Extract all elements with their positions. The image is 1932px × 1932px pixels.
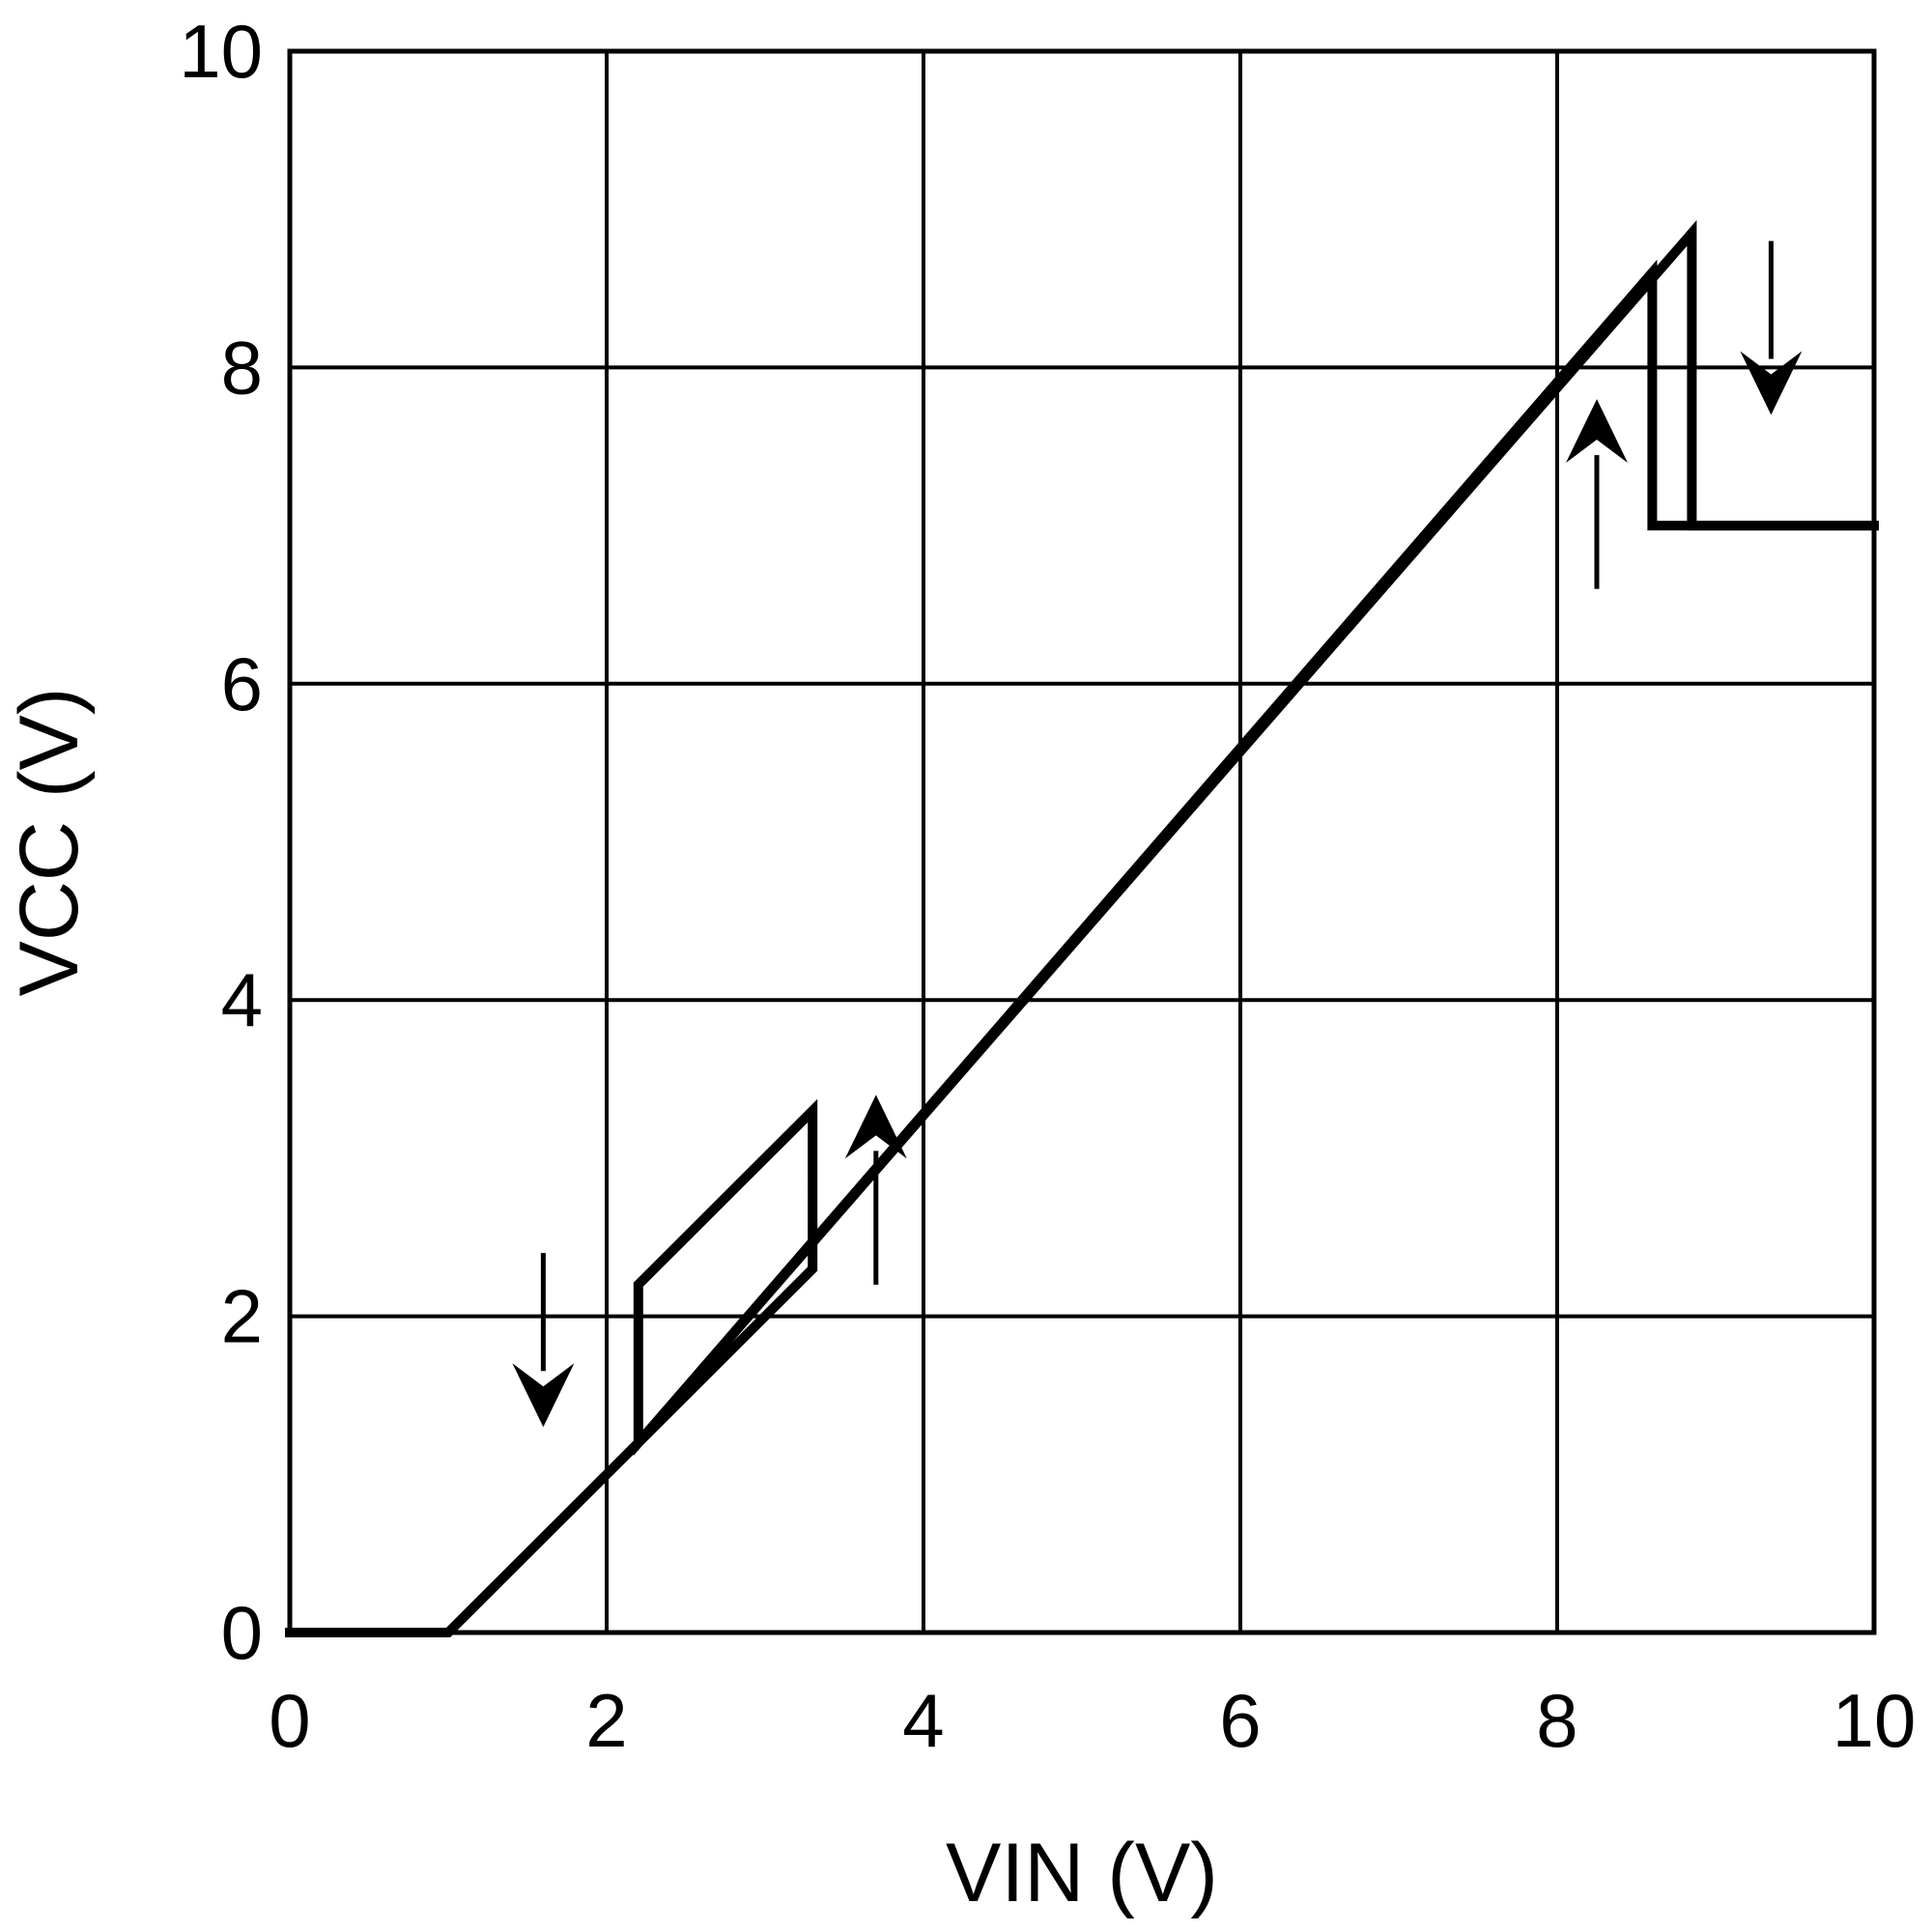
arrow-head: [844, 1094, 907, 1159]
grid: [290, 51, 1874, 1633]
x-tick-label: 0: [269, 1678, 310, 1763]
series-layer: [285, 219, 1879, 1637]
x-tick-label: 2: [585, 1678, 627, 1763]
plot-frame: [287, 48, 1877, 1635]
y-tick-label: 2: [221, 1274, 263, 1359]
x-tick-label: 6: [1219, 1678, 1261, 1763]
y-tick-label: 10: [179, 9, 263, 94]
x-tick-label: 8: [1536, 1678, 1577, 1763]
arrow-head: [1740, 351, 1803, 415]
x-tick-label: 10: [1833, 1678, 1917, 1763]
y-tick-label: 8: [221, 325, 263, 410]
arrow-head: [512, 1363, 575, 1428]
tick-layer: 0 2 4 6 8 10 0 2 4 6 8 10: [179, 9, 1916, 1763]
x-tick-label: 4: [902, 1678, 944, 1763]
arrow-down-icon: [512, 1253, 575, 1428]
x-axis-title: VIN (V): [946, 1827, 1218, 1919]
y-tick-label: 0: [221, 1590, 263, 1675]
y-tick-label: 6: [221, 641, 263, 726]
arrow-head: [1566, 399, 1628, 464]
y-tick-label: 4: [221, 957, 263, 1042]
series-line-1: [285, 259, 1879, 1637]
arrow-up-icon: [1566, 399, 1628, 589]
series-line-2: [631, 219, 1879, 1450]
y-axis-title: VCC (V): [3, 687, 96, 996]
arrow-layer: [512, 241, 1803, 1428]
arrow-up-icon: [844, 1094, 907, 1285]
arrow-down-icon: [1740, 241, 1803, 415]
